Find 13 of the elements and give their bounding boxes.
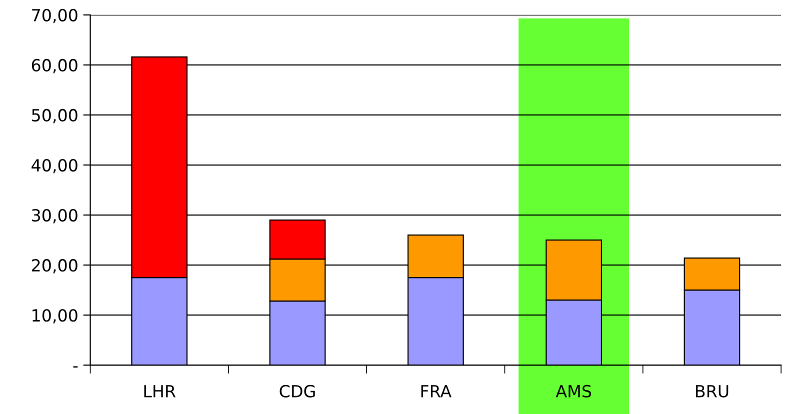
y-tick-label: 20,00	[32, 259, 78, 274]
y-tick-label: 70,00	[32, 8, 78, 24]
x-tick-label: AMS	[556, 384, 592, 398]
y-tick-label: 50,00	[32, 108, 78, 124]
x-tick-label: BRU	[696, 385, 728, 398]
x-tick-label: CDG	[280, 384, 315, 398]
y-tick-label: 60,00	[32, 58, 78, 74]
y-tick-label: 40,00	[32, 158, 78, 174]
x-tick-label: FRA	[421, 385, 452, 398]
y-tick-label: 10,00	[32, 309, 78, 324]
x-tick-label: LHR	[144, 385, 176, 398]
y-tick-label: 30,00	[32, 209, 78, 224]
y-tick-label: -	[73, 366, 78, 368]
